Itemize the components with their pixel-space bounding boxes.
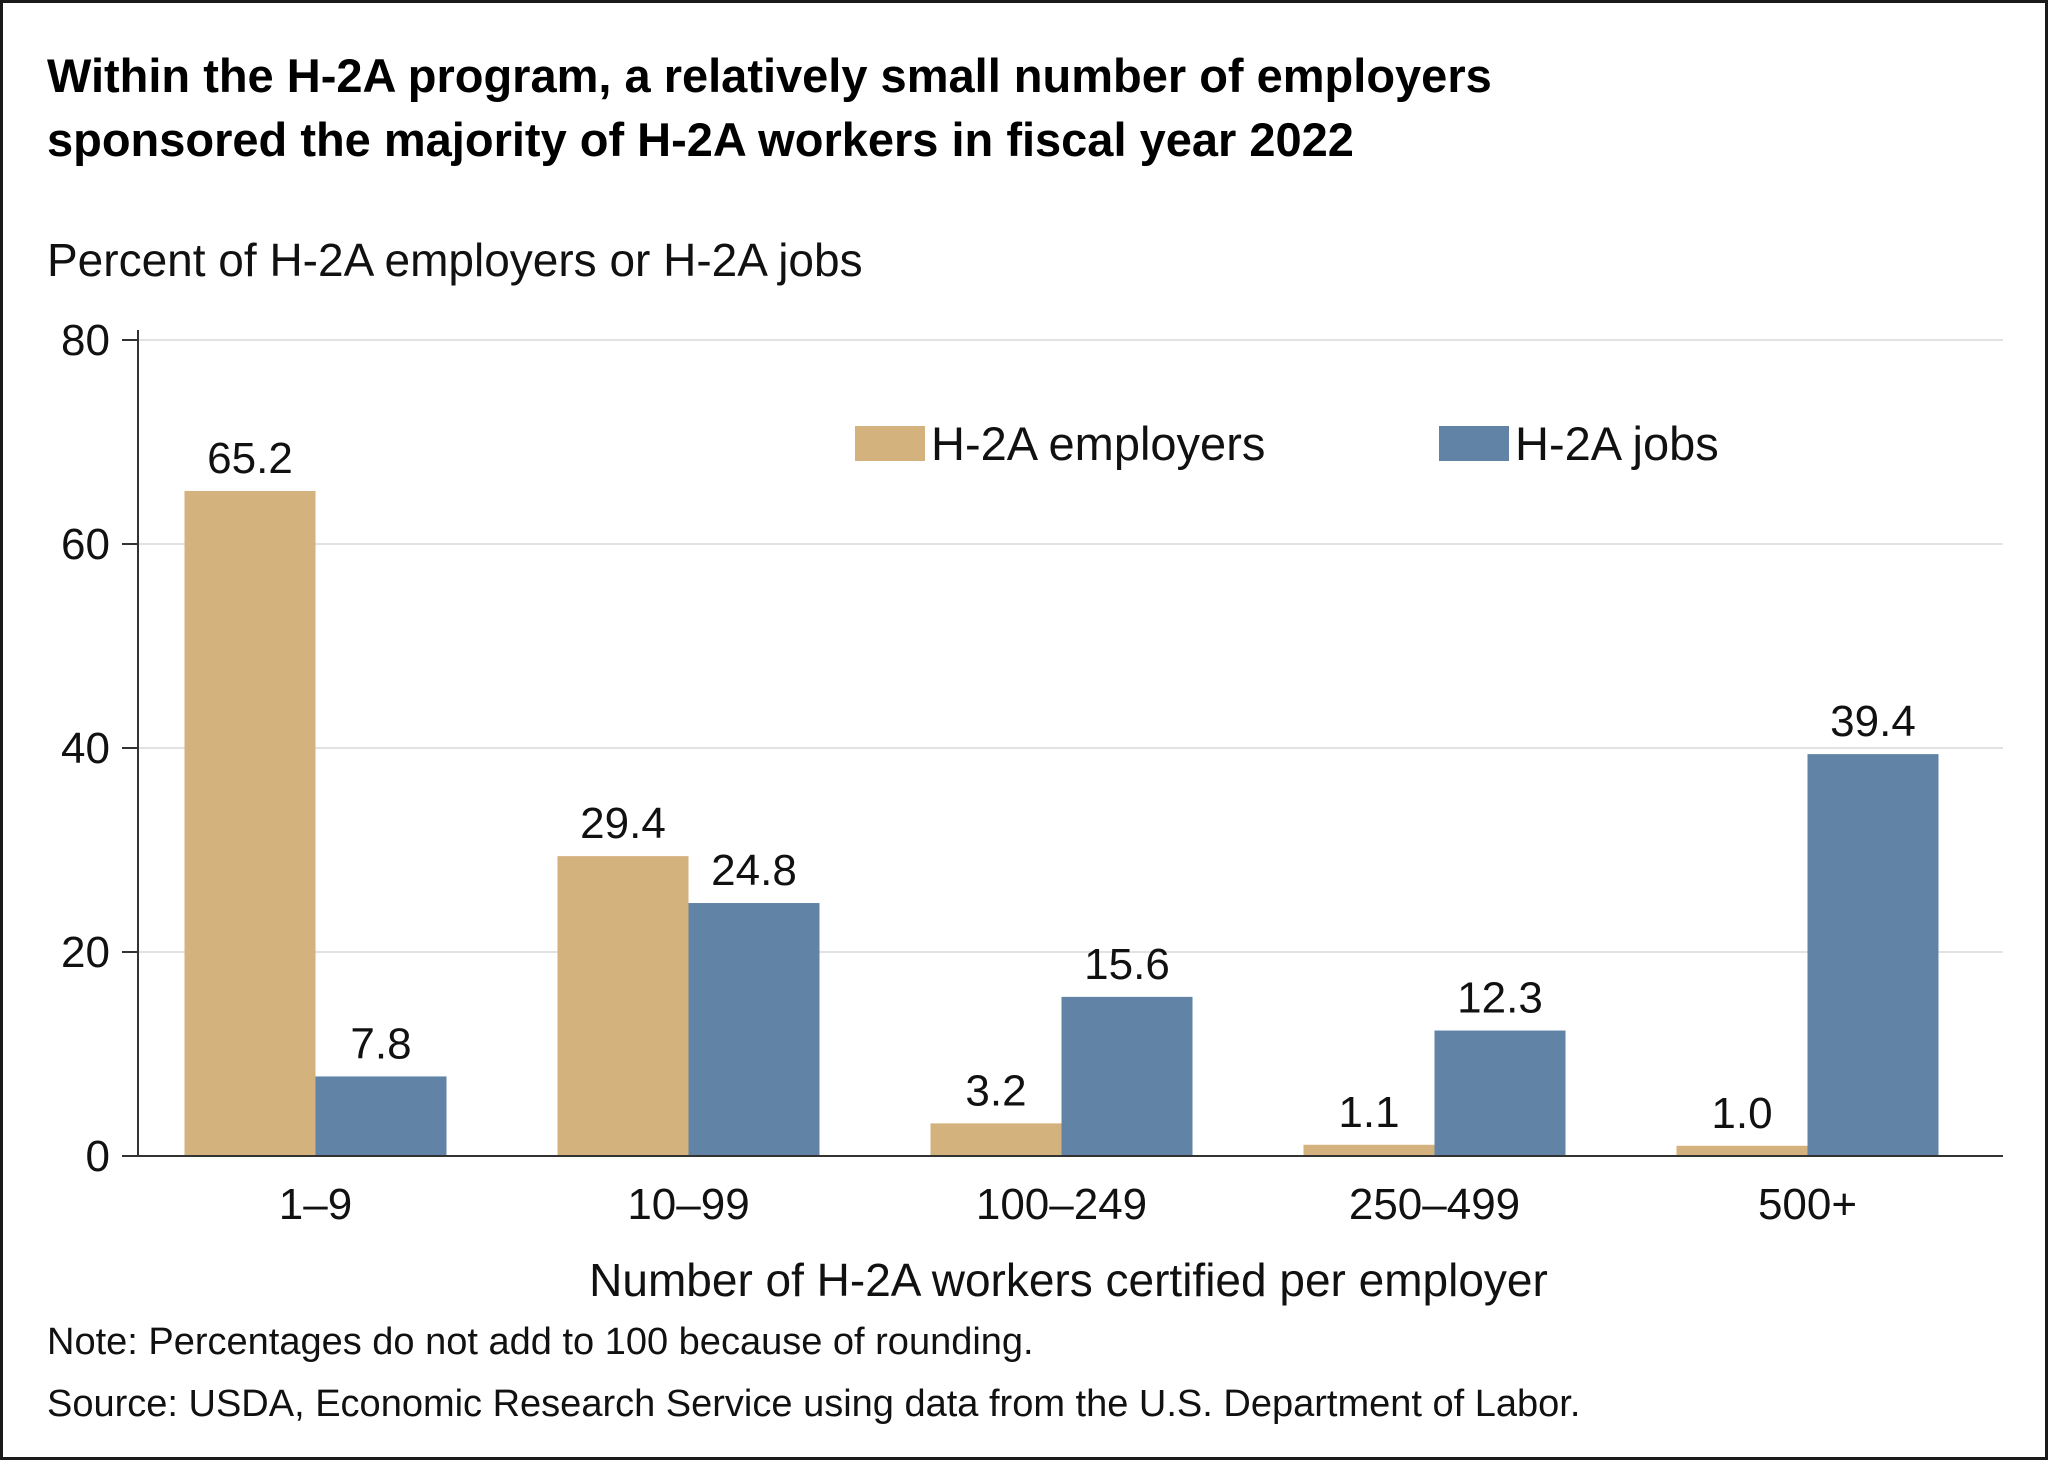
- x-axis-label: Number of H-2A workers certified per emp…: [589, 1254, 1548, 1306]
- bar: [1676, 1145, 1808, 1156]
- data-label: 29.4: [580, 799, 666, 848]
- x-tick-label: 500+: [1758, 1180, 1857, 1229]
- bar: [184, 490, 316, 1157]
- bar: [1303, 1144, 1435, 1156]
- legend-swatch: [1439, 426, 1509, 461]
- x-tick-label: 100–249: [976, 1180, 1147, 1229]
- y-tick-label: 80: [61, 316, 110, 365]
- data-label: 15.6: [1084, 940, 1170, 989]
- bar: [1061, 996, 1193, 1156]
- y-axis-label: Percent of H-2A employers or H-2A jobs: [47, 234, 863, 286]
- x-tick-label: 10–99: [627, 1180, 749, 1229]
- data-label: 1.0: [1711, 1089, 1772, 1138]
- bar: [930, 1123, 1062, 1156]
- bar: [1807, 754, 1939, 1156]
- data-label: 3.2: [965, 1066, 1026, 1115]
- y-tick-label: 60: [61, 520, 110, 569]
- legend: H-2A employers H-2A jobs: [855, 417, 1719, 470]
- chart-title-line-1: Within the H-2A program, a relatively sm…: [47, 49, 1492, 102]
- gridlines: [138, 339, 2003, 953]
- y-tick-label: 20: [61, 928, 110, 977]
- bar: [315, 1076, 447, 1156]
- bar: [688, 903, 820, 1156]
- chart-title-line-2: sponsored the majority of H-2A workers i…: [47, 113, 1354, 166]
- legend-label: H-2A jobs: [1515, 417, 1719, 470]
- data-label: 24.8: [711, 846, 797, 895]
- legend-label: H-2A employers: [931, 417, 1265, 470]
- bars: [184, 490, 1939, 1157]
- data-label: 12.3: [1457, 974, 1543, 1023]
- bar: [557, 856, 689, 1156]
- legend-swatch: [855, 426, 925, 461]
- data-label: 1.1: [1338, 1088, 1399, 1137]
- data-label: 7.8: [350, 1019, 411, 1068]
- x-tick-label: 250–499: [1349, 1180, 1520, 1229]
- y-tick-label: 0: [86, 1132, 110, 1181]
- bar-chart: 0 20 40 60 80 1–9 10–99 100–249 250–499 500+ Numbe…: [61, 316, 2003, 1306]
- chart-source: Source: USDA, Economic Research Service …: [47, 1383, 1581, 1425]
- axes: 0 20 40 60 80 1–9 10–99 100–249 250–499 500+ Numbe…: [61, 316, 2003, 1306]
- bar: [1434, 1030, 1566, 1156]
- data-label: 39.4: [1830, 697, 1916, 746]
- data-label: 65.2: [207, 434, 293, 483]
- y-tick-label: 40: [61, 724, 110, 773]
- data-labels: 65.2 7.8 29.4 24.8 3.2 15.6 1.1 12.3 1.0 39.4: [207, 434, 1916, 1138]
- x-tick-label: 1–9: [279, 1180, 352, 1229]
- chart-note: Note: Percentages do not add to 100 beca…: [47, 1321, 1034, 1363]
